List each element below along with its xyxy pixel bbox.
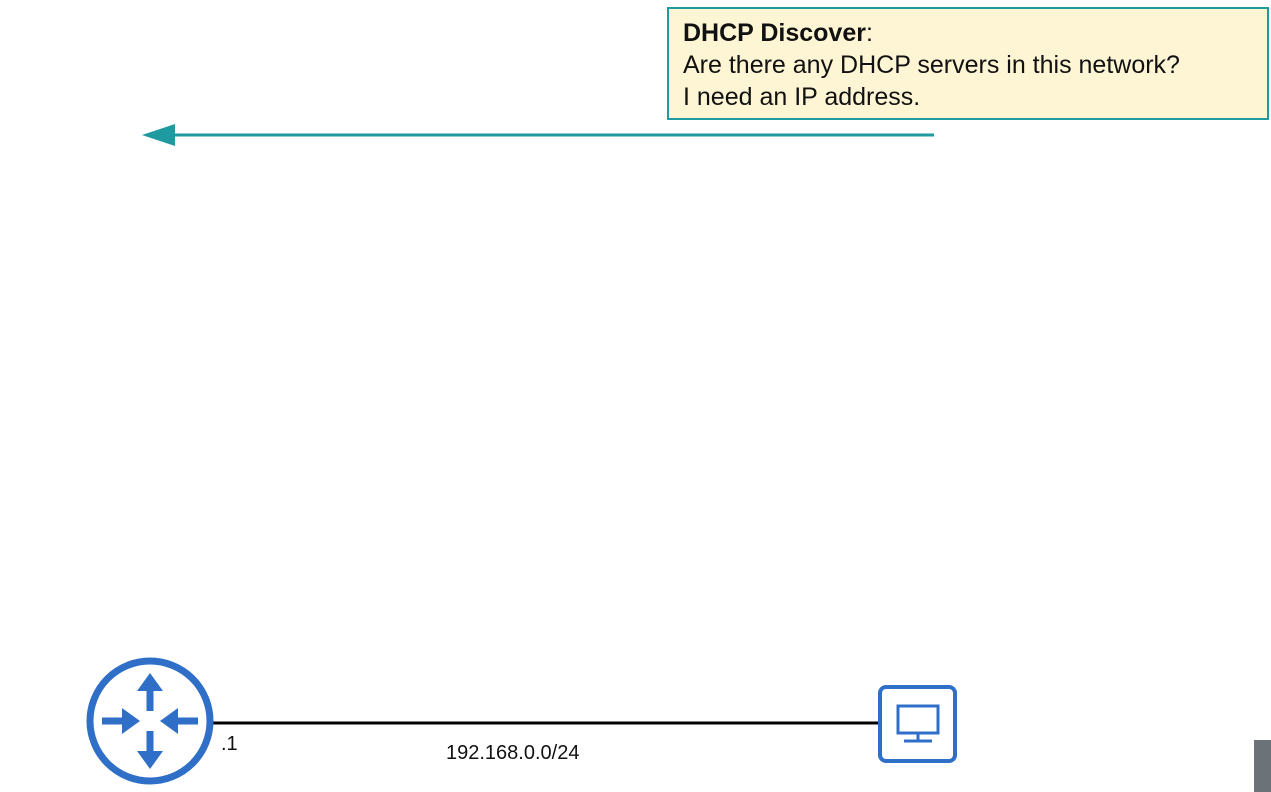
callout-title: DHCP Discover <box>683 19 866 47</box>
pc-icon <box>878 685 957 763</box>
router-interface-label: .1 <box>221 733 238 755</box>
corner-widget[interactable] <box>1254 740 1271 792</box>
callout-line-2: I need an IP address. <box>683 83 921 111</box>
message-arrow-left <box>142 124 934 146</box>
dhcp-discover-callout: DHCP Discover: Are there any DHCP server… <box>667 7 1269 120</box>
callout-line-1: Are there any DHCP servers in this netwo… <box>683 51 1180 79</box>
callout-title-suffix: : <box>865 19 873 47</box>
subnet-label: 192.168.0.0/24 <box>446 742 580 764</box>
router-icon <box>86 657 214 785</box>
